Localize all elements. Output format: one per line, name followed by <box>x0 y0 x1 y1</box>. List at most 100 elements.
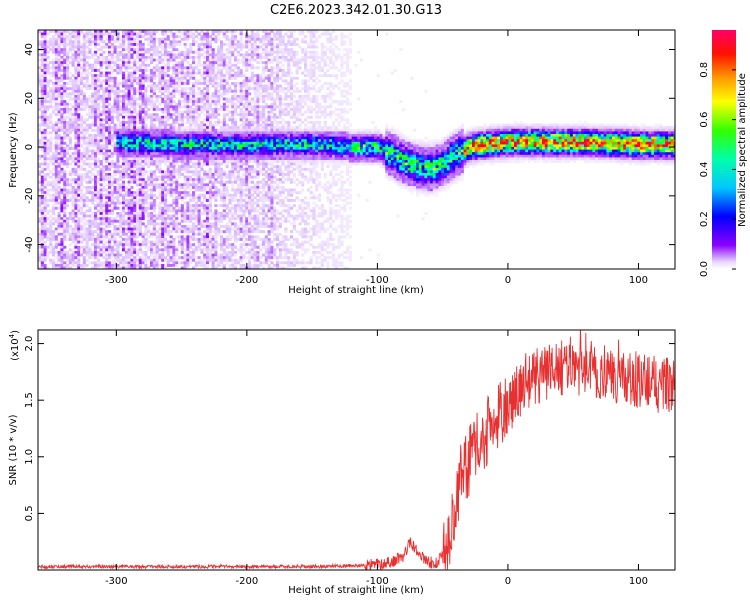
heatmap-cell <box>197 180 201 184</box>
heatmap-cell <box>74 243 78 247</box>
heatmap-cell <box>141 149 145 153</box>
heatmap-cell <box>119 188 123 192</box>
heatmap-cell <box>206 253 210 257</box>
heatmap-cell <box>43 227 47 231</box>
heatmap-cell <box>141 154 145 158</box>
heatmap-cell <box>119 191 123 195</box>
heatmap-cell <box>85 245 89 249</box>
heatmap-cell <box>127 108 131 111</box>
heatmap-cell <box>116 188 120 192</box>
heatmap-cell <box>158 170 162 174</box>
heatmap-cell <box>102 89 106 93</box>
heatmap-cell <box>127 235 131 239</box>
heatmap-cell <box>164 121 168 124</box>
heatmap-cell <box>217 58 221 62</box>
heatmap-cell <box>164 37 168 41</box>
heatmap-cell <box>189 110 193 114</box>
heatmap-cell <box>116 212 120 215</box>
heatmap-cell <box>141 167 145 171</box>
heatmap-cell <box>155 37 159 41</box>
heatmap-cell <box>77 71 81 75</box>
heatmap-cell <box>228 136 232 140</box>
heatmap-cell <box>116 264 120 267</box>
heatmap-cell <box>175 147 179 150</box>
heatmap-cell <box>178 131 182 135</box>
heatmap-cell <box>183 126 187 130</box>
heatmap-cell <box>66 165 70 169</box>
heatmap-cell <box>127 160 131 163</box>
heatmap-cell <box>60 87 64 91</box>
heatmap-cell <box>155 248 159 252</box>
heatmap-cell <box>166 79 170 83</box>
heatmap-cell <box>113 48 117 52</box>
heatmap-cell <box>82 154 86 158</box>
heatmap-cell <box>77 238 81 241</box>
heatmap-cell <box>231 235 235 239</box>
heatmap-cell <box>234 102 238 106</box>
heatmap-cell <box>169 115 173 119</box>
heatmap-cell <box>186 110 190 114</box>
heatmap-cell <box>228 45 232 49</box>
heatmap-cell <box>71 74 75 78</box>
heatmap-cell <box>119 165 123 169</box>
heatmap-cell <box>158 217 162 221</box>
heatmap-cell <box>169 222 173 226</box>
heatmap-cell <box>175 235 179 239</box>
heatmap-cell <box>161 115 165 119</box>
heatmap-cell <box>102 58 106 62</box>
heatmap-cell <box>74 79 78 83</box>
heatmap-cell <box>220 180 224 184</box>
heatmap-cell <box>66 69 70 72</box>
heatmap-cell <box>116 50 120 54</box>
heatmap-cell <box>68 191 72 195</box>
heatmap-cell <box>206 40 210 44</box>
heatmap-cell <box>80 144 84 148</box>
heatmap-cell <box>82 95 86 98</box>
heatmap-cell <box>113 225 117 228</box>
heatmap-cell <box>183 56 187 59</box>
heatmap-cell <box>77 48 81 52</box>
heatmap-cell <box>175 141 179 145</box>
heatmap-cell <box>222 131 226 135</box>
heatmap-cell <box>178 222 182 226</box>
heatmap-cell <box>183 32 187 36</box>
heatmap-cell <box>94 32 98 36</box>
heatmap-cell <box>144 131 148 135</box>
heatmap-cell <box>161 118 165 122</box>
heatmap-cell <box>172 45 176 49</box>
heatmap-cell <box>57 256 61 260</box>
heatmap-cell <box>208 201 212 205</box>
heatmap-cell <box>74 178 78 182</box>
heatmap-cell <box>88 186 92 189</box>
heatmap-cell <box>183 188 187 192</box>
heatmap-cell <box>99 206 103 210</box>
heatmap-cell <box>164 196 168 200</box>
heatmap-cell <box>71 214 75 218</box>
heatmap-cell <box>169 84 173 88</box>
heatmap-cell <box>141 175 145 179</box>
heatmap-cell <box>197 108 201 111</box>
heatmap-cell <box>192 87 196 91</box>
heatmap-cell <box>46 43 50 46</box>
heatmap-cell <box>161 178 165 182</box>
heatmap-cell <box>63 154 67 158</box>
heatmap-cell <box>183 110 187 114</box>
heatmap-cell <box>141 147 145 150</box>
heatmap-cell <box>214 180 218 184</box>
heatmap-cell <box>183 165 187 169</box>
heatmap-cell <box>169 92 173 96</box>
heatmap-cell <box>194 214 198 218</box>
heatmap-cell <box>144 209 148 213</box>
heatmap-cell <box>52 160 56 163</box>
heatmap-cell <box>91 173 95 176</box>
heatmap-cell <box>91 56 95 59</box>
heatmap-cell <box>122 131 126 135</box>
heatmap-cell <box>82 69 86 72</box>
heatmap-cell <box>124 95 128 98</box>
heatmap-cell <box>46 256 50 260</box>
heatmap-cell <box>203 82 207 85</box>
heatmap-cell <box>186 245 190 249</box>
heatmap-cell <box>102 126 106 130</box>
heatmap-cell <box>38 266 42 269</box>
heatmap-cell <box>208 149 212 153</box>
